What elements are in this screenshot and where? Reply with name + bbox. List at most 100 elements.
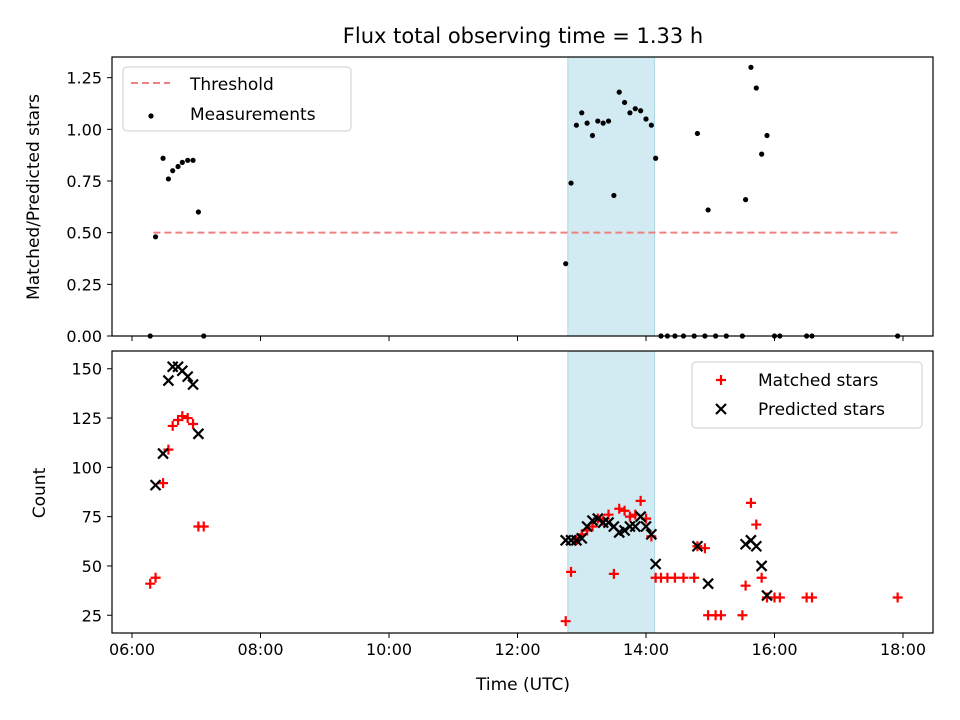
measurement-point <box>653 155 659 161</box>
matched-star-point <box>198 521 209 532</box>
legend-threshold-label: Threshold <box>189 75 274 95</box>
matched-star-point <box>751 519 762 530</box>
predicted-star-point <box>192 428 205 440</box>
x-tick-label: 14:00 <box>623 640 669 659</box>
legend-matched-swatch <box>716 375 726 385</box>
y-tick-label: 100 <box>71 458 102 477</box>
measurement-point <box>190 157 196 163</box>
measurement-point <box>694 130 701 137</box>
measurement-point <box>175 163 181 170</box>
top-legend: Threshold Measurements <box>122 66 352 132</box>
legend-measurements-swatch <box>148 113 154 119</box>
predicted-star-point <box>702 577 714 590</box>
matched-star-point <box>715 610 726 621</box>
measurement-point <box>759 151 765 157</box>
x-tick-label: 06:00 <box>109 640 155 659</box>
measurement-point <box>179 159 185 165</box>
matched-star-point <box>182 413 193 424</box>
predicted-star-point <box>761 589 773 602</box>
predicted-star-point <box>575 532 588 545</box>
y-tick-label: 75 <box>82 508 102 527</box>
top-panel-ratio-chart: 0.00 0.25 0.50 0.75 1.00 1.25 Matched/Predict… <box>24 56 934 346</box>
matched-star-point <box>560 616 571 627</box>
bottom-panel-count-chart: 06:00 08:00 10:00 12:00 14:00 16:00 18:00 25 50 7… <box>30 350 934 695</box>
predicted-star-point <box>187 378 199 391</box>
chart-title: Flux total observing time = 1.33 h <box>343 24 703 48</box>
legend-measurements-label: Measurements <box>190 105 316 125</box>
predicted-star-point <box>649 558 662 570</box>
matched-star-point <box>145 578 156 589</box>
matched-star-point <box>566 566 577 577</box>
matched-star-point <box>745 497 756 508</box>
x-tick-label: 16:00 <box>751 640 797 659</box>
matched-star-point <box>150 572 161 583</box>
bottom-legend: Matched stars Predicted stars <box>691 361 923 429</box>
top-series <box>147 64 901 339</box>
measurement-point <box>621 99 628 106</box>
bottom-plot-frame <box>111 350 934 634</box>
matched-star-point <box>678 572 689 583</box>
bottom-axis-ticks: 06:00 08:00 10:00 12:00 14:00 16:00 18:00 25 50 7… <box>71 360 926 659</box>
matched-star-point <box>608 568 619 579</box>
measurement-point <box>611 192 617 199</box>
top-highlight-span <box>567 56 656 337</box>
measurement-point <box>568 180 574 186</box>
bottom-highlight-span <box>567 350 656 634</box>
measurement-point <box>185 157 191 163</box>
y-tick-label: 125 <box>71 409 102 428</box>
measurement-point <box>600 120 606 126</box>
measurement-point <box>563 261 569 267</box>
highlight-span <box>567 350 656 634</box>
measurement-point <box>764 132 770 139</box>
x-tick-label: 12:00 <box>494 640 540 659</box>
predicted-star-point <box>640 520 652 533</box>
matched-star-point <box>774 592 785 603</box>
measurement-point <box>584 120 590 126</box>
measurement-point <box>579 110 585 116</box>
y-tick-label: 0.50 <box>66 224 102 243</box>
x-tick-label: 08:00 <box>237 640 283 659</box>
measurement-point <box>638 108 644 114</box>
matched-star-point <box>619 505 630 516</box>
measurement-point <box>632 106 638 112</box>
measurement-point <box>748 64 754 70</box>
measurement-point <box>573 122 579 128</box>
legend-matched-label: Matched stars <box>758 371 878 391</box>
measurement-point <box>643 116 649 122</box>
measurement-point <box>605 118 612 124</box>
x-axis-label: Time (UTC) <box>475 675 570 695</box>
legend-box <box>691 361 923 429</box>
measurement-point <box>742 197 749 203</box>
highlight-span <box>567 56 656 337</box>
measurement-point <box>648 122 654 128</box>
y-tick-label: 1.00 <box>66 120 102 139</box>
y-tick-label: 0.75 <box>66 172 102 191</box>
measurement-point <box>616 89 622 95</box>
matched-star-point <box>158 478 169 489</box>
y-tick-label: 0.00 <box>66 327 102 346</box>
x-tick-label: 10:00 <box>366 640 412 659</box>
matched-star-point <box>699 543 710 554</box>
bottom-series <box>145 360 903 627</box>
measurement-point <box>165 176 172 182</box>
y-tick-label: 0.25 <box>66 275 102 294</box>
predicted-star-point <box>181 370 194 383</box>
measurement-point <box>589 132 596 139</box>
measurement-point <box>627 110 633 116</box>
matched-star-point <box>669 572 680 583</box>
measurement-point <box>170 168 176 174</box>
matched-star-point <box>806 592 817 603</box>
matched-star-point <box>614 503 625 514</box>
predicted-star-point <box>634 510 647 523</box>
matched-star-point <box>740 580 751 591</box>
matched-star-point <box>689 572 700 583</box>
matched-star-point <box>756 572 767 583</box>
predicted-star-point <box>645 528 658 541</box>
legend-predicted-swatch <box>715 403 727 415</box>
matched-star-point <box>737 610 748 621</box>
y-tick-label: 150 <box>71 360 102 379</box>
bottom-y-axis-label: Count <box>30 467 50 518</box>
matched-star-point <box>892 592 903 603</box>
measurement-point <box>595 118 601 124</box>
top-y-axis-label: Matched/Predicted stars <box>24 94 44 300</box>
